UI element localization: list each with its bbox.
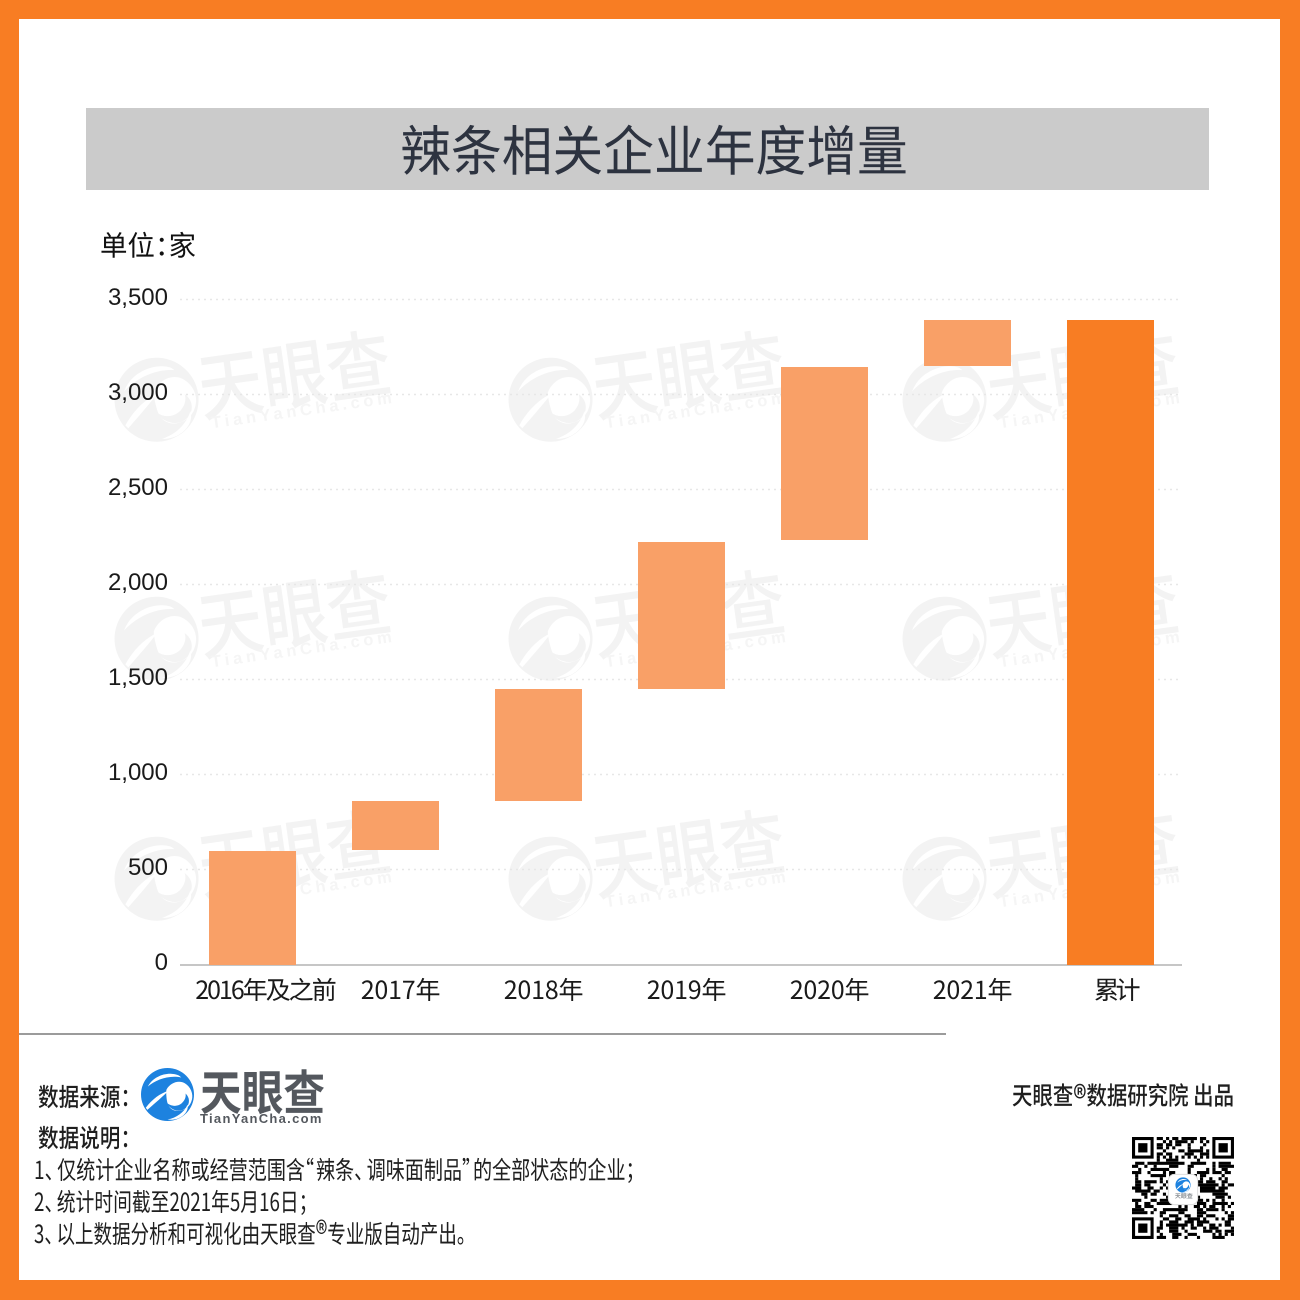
svg-text:TianYanCha.com: TianYanCha.com	[200, 1111, 323, 1126]
